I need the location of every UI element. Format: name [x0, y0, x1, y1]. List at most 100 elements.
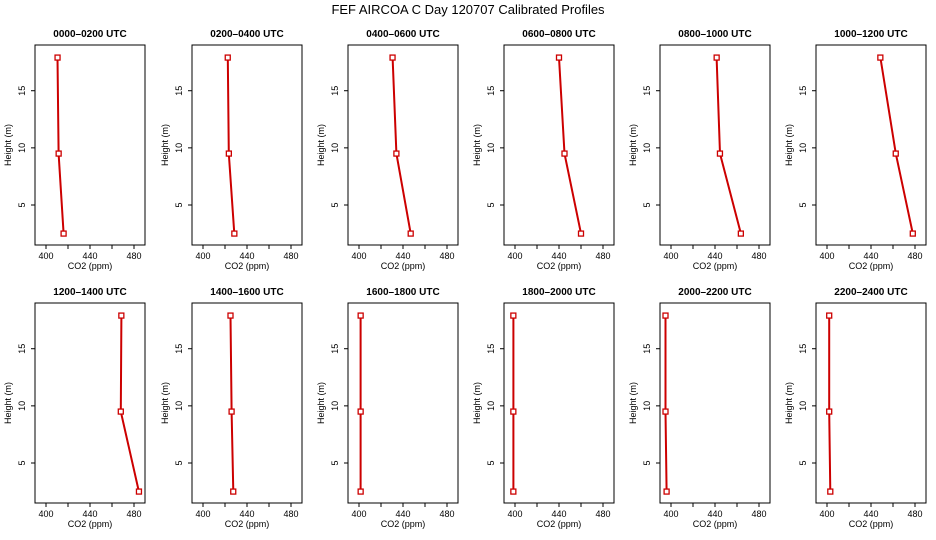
panel-8: 1400–1600 UTC 400 440 480 CO2 (ppm) 5 10 15 Heig…: [160, 287, 303, 529]
data-point: [713, 54, 720, 61]
plot-frame: [659, 302, 771, 504]
plot-frame: [347, 44, 459, 246]
y-tick-label: 10: [174, 143, 184, 153]
x-tick-label: 440: [239, 251, 254, 261]
y-tick-label: 10: [642, 143, 652, 153]
y-tick-label: 15: [798, 86, 808, 96]
panel-title: 0600–0800 UTC: [522, 29, 595, 40]
data-point: [357, 488, 364, 495]
data-point: [510, 488, 517, 495]
x-axis-label: CO2 (ppm): [849, 261, 894, 271]
data-point: [357, 312, 364, 319]
y-tick-label: 15: [17, 86, 27, 96]
profile-line: [391, 57, 412, 234]
plot-frame: [191, 302, 303, 504]
x-tick-label: 480: [126, 251, 141, 261]
panel-title: 0200–0400 UTC: [210, 29, 283, 40]
x-tick-label: 400: [507, 509, 522, 519]
y-tick-label: 15: [174, 344, 184, 354]
data-point: [389, 54, 396, 61]
panel-title: 0000–0200 UTC: [53, 29, 126, 40]
panel-7: 1200–1400 UTC 400 440 480 CO2 (ppm) 5 10 15 Heig…: [3, 287, 146, 529]
y-axis-label: Height (m): [3, 124, 13, 166]
y-tick-label: 15: [486, 344, 496, 354]
profile-line: [828, 315, 832, 492]
y-tick-label: 15: [17, 344, 27, 354]
x-tick-label: 400: [38, 251, 53, 261]
panel-3: 0400–0600 UTC 400 440 480 CO2 (ppm) 5 10 15 Heig…: [316, 29, 459, 271]
profile-line: [229, 315, 235, 492]
y-tick-label: 10: [17, 143, 27, 153]
data-point: [54, 54, 61, 61]
y-tick-label: 10: [174, 401, 184, 411]
data-point: [510, 312, 517, 319]
x-tick-label: 480: [907, 251, 922, 261]
x-tick-label: 440: [551, 251, 566, 261]
panel-6: 1000–1200 UTC 400 440 480 CO2 (ppm) 5 10 15 Heig…: [784, 29, 927, 271]
data-point: [230, 488, 237, 495]
x-axis-label: CO2 (ppm): [381, 519, 426, 529]
y-tick-label: 15: [330, 344, 340, 354]
data-point: [877, 54, 884, 61]
figure-title: FEF AIRCOA C Day 120707 Calibrated Profi…: [331, 2, 605, 17]
data-point: [118, 312, 125, 319]
x-tick-label: 440: [863, 251, 878, 261]
plot-frame: [815, 302, 927, 504]
y-axis-label: Height (m): [316, 124, 326, 166]
y-tick-label: 10: [330, 143, 340, 153]
data-point: [117, 408, 124, 415]
y-tick-label: 5: [642, 202, 652, 207]
data-point: [577, 230, 585, 237]
y-axis-label: Height (m): [3, 382, 13, 424]
plot-frame: [503, 302, 615, 504]
x-tick-label: 400: [819, 251, 834, 261]
x-tick-label: 480: [439, 509, 454, 519]
x-tick-label: 440: [395, 251, 410, 261]
data-point: [662, 408, 669, 415]
x-tick-label: 400: [195, 509, 210, 519]
x-axis-label: CO2 (ppm): [381, 261, 426, 271]
y-axis-label: Height (m): [784, 124, 794, 166]
panel-10: 1800–2000 UTC 400 440 480 CO2 (ppm) 5 10 15 Heig…: [472, 287, 615, 529]
panel-title: 1200–1400 UTC: [53, 287, 126, 298]
x-tick-label: 440: [82, 251, 97, 261]
data-point: [827, 488, 834, 495]
y-tick-label: 5: [486, 202, 496, 207]
panel-5: 0800–1000 UTC 400 440 480 CO2 (ppm) 5 10 15 Heig…: [628, 29, 771, 271]
data-point: [510, 408, 517, 415]
y-tick-label: 5: [174, 460, 184, 465]
x-axis-label: CO2 (ppm): [68, 261, 113, 271]
x-tick-label: 440: [239, 509, 254, 519]
y-axis-label: Height (m): [160, 124, 170, 166]
profile-line: [558, 57, 582, 234]
y-axis-label: Height (m): [784, 382, 794, 424]
plot-frame: [347, 302, 459, 504]
panel-9: 1600–1800 UTC 400 440 480 CO2 (ppm) 5 10 15 Heig…: [316, 287, 459, 529]
y-tick-label: 10: [486, 143, 496, 153]
y-tick-label: 10: [798, 143, 808, 153]
profile-line: [226, 57, 236, 234]
x-tick-label: 480: [595, 251, 610, 261]
x-tick-label: 440: [863, 509, 878, 519]
y-tick-label: 15: [798, 344, 808, 354]
panel-title: 1400–1600 UTC: [210, 287, 283, 298]
y-tick-label: 5: [330, 460, 340, 465]
data-point: [231, 230, 238, 237]
y-tick-label: 5: [642, 460, 652, 465]
y-tick-label: 10: [798, 401, 808, 411]
panel-title: 0800–1000 UTC: [678, 29, 751, 40]
panel-title: 1000–1200 UTC: [834, 29, 907, 40]
panel-title: 1800–2000 UTC: [522, 287, 595, 298]
x-tick-label: 480: [907, 509, 922, 519]
plot-frame: [34, 44, 146, 246]
x-tick-label: 480: [283, 251, 298, 261]
data-point: [393, 150, 400, 157]
x-tick-label: 440: [82, 509, 97, 519]
profile-line: [715, 57, 742, 234]
y-tick-label: 15: [642, 344, 652, 354]
panel-4: 0600–0800 UTC 400 440 480 CO2 (ppm) 5 10 15 Heig…: [472, 29, 615, 271]
data-point: [224, 54, 231, 61]
data-point: [60, 230, 67, 237]
